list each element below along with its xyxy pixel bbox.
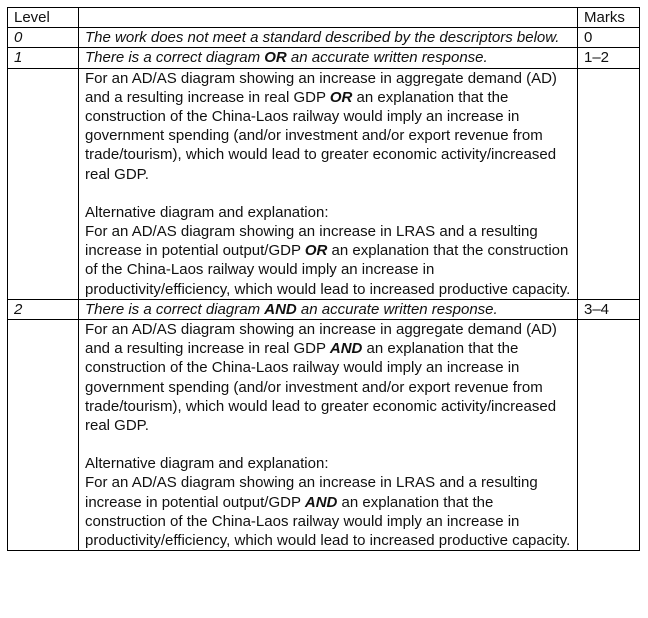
- detail-cell: For an AD/AS diagram showing an increase…: [78, 319, 578, 552]
- header-marks: Marks: [577, 6, 640, 29]
- descriptor-cell: There is a correct diagram OR an accurat…: [78, 47, 578, 69]
- markband-table: Level Marks 0 The work does not meet a s…: [7, 6, 640, 552]
- detail-text: For an AD/AS diagram showing an increase…: [85, 69, 557, 106]
- empty-cell: [577, 319, 640, 552]
- descriptor-text: There is a correct diagram: [85, 300, 265, 318]
- detail-text: For an AD/AS diagram showing an increase…: [85, 223, 538, 260]
- detail-keyword: OR: [304, 242, 328, 260]
- detail-text: an explanation that the construction of …: [85, 340, 557, 435]
- detail-keyword: OR: [329, 88, 353, 106]
- marks-cell: 3–4: [577, 298, 640, 321]
- detail-paragraph-lras: For an AD/AS diagram showing an increase…: [85, 222, 571, 299]
- detail-keyword: AND: [304, 493, 338, 511]
- descriptor-text: an accurate written response.: [286, 49, 488, 67]
- descriptor-text: There is a correct diagram: [85, 49, 265, 67]
- descriptor-keyword: OR: [264, 49, 287, 67]
- detail-text: an explanation that the construction of …: [85, 242, 571, 298]
- detail-text: For an AD/AS diagram showing an increase…: [85, 321, 557, 358]
- level-cell: 2: [7, 298, 79, 321]
- table-row-level-1: 1 There is a correct diagram OR an accur…: [7, 47, 640, 69]
- detail-paragraph-ad: For an AD/AS diagram showing an increase…: [85, 69, 571, 184]
- descriptor-cell: There is a correct diagram AND an accura…: [78, 298, 578, 321]
- table-header-row: Level Marks: [7, 6, 640, 29]
- table-row-level-0: 0 The work does not meet a standard desc…: [7, 27, 640, 49]
- marks-cell: 1–2: [577, 47, 640, 69]
- descriptor-keyword: AND: [264, 300, 297, 318]
- descriptor-text: an accurate written response.: [296, 300, 498, 318]
- marks-cell: 0: [577, 27, 640, 49]
- detail-keyword: AND: [329, 340, 363, 358]
- detail-paragraph-lras: For an AD/AS diagram showing an increase…: [85, 473, 571, 550]
- empty-cell: [7, 319, 79, 552]
- detail-paragraph-ad: For an AD/AS diagram showing an increase…: [85, 320, 571, 435]
- table-row-level-1-detail: For an AD/AS diagram showing an increase…: [7, 67, 640, 300]
- empty-cell: [7, 67, 79, 300]
- empty-cell: [577, 67, 640, 300]
- alt-heading: Alternative diagram and explanation:: [85, 455, 329, 473]
- header-descriptor: [78, 6, 578, 29]
- detail-cell: For an AD/AS diagram showing an increase…: [78, 67, 578, 300]
- paragraph-gap: [85, 184, 571, 203]
- header-level: Level: [7, 6, 79, 29]
- table-row-level-2: 2 There is a correct diagram AND an accu…: [7, 298, 640, 321]
- level-cell: 1: [7, 47, 79, 69]
- table-row-level-2-detail: For an AD/AS diagram showing an increase…: [7, 319, 640, 552]
- descriptor-cell: The work does not meet a standard descri…: [78, 27, 578, 49]
- paragraph-gap: [85, 435, 571, 454]
- alt-heading: Alternative diagram and explanation:: [85, 203, 329, 221]
- detail-text: For an AD/AS diagram showing an increase…: [85, 474, 538, 511]
- detail-text: an explanation that the construction of …: [85, 88, 557, 183]
- level-cell: 0: [7, 27, 79, 49]
- detail-text: an explanation that the construction of …: [85, 493, 571, 550]
